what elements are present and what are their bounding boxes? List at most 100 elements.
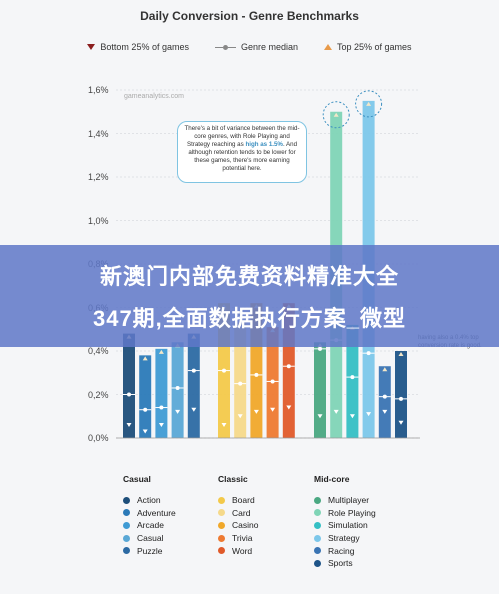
median-marker xyxy=(175,385,180,390)
genre-bar xyxy=(155,348,168,438)
bottom-quartile-marker xyxy=(349,414,355,419)
legend-bottom: Bottom 25% of games xyxy=(87,42,189,52)
top-quartile-marker xyxy=(142,356,148,361)
genre-group-title: Mid-core xyxy=(314,474,350,484)
watermark: gameanalytics.com xyxy=(124,93,184,100)
genre-legend-item: Word xyxy=(218,544,258,557)
bottom-quartile-marker xyxy=(237,414,243,419)
bottom-quartile-marker xyxy=(191,407,197,412)
genre-bar xyxy=(171,342,184,438)
triangle-up-icon xyxy=(324,44,333,50)
median-marker xyxy=(143,407,148,412)
genre-legend-item: Action xyxy=(123,494,176,507)
median-marker xyxy=(270,379,275,384)
median-marker xyxy=(318,346,322,351)
genre-legend-item: Card xyxy=(218,507,258,520)
color-swatch-icon xyxy=(314,534,321,542)
legend-top-label: Top 25% of games xyxy=(337,42,412,52)
y-tick-label: 1,6% xyxy=(88,85,109,95)
bottom-quartile-marker xyxy=(221,422,227,427)
bottom-quartile-marker xyxy=(286,405,292,410)
genre-legend-label: Simulation xyxy=(328,520,368,531)
median-marker xyxy=(222,368,226,373)
median-marker xyxy=(127,392,131,397)
genre-legend-item: Racing xyxy=(314,544,376,557)
color-swatch-icon xyxy=(218,509,225,517)
genre-legend-label: Multiplayer xyxy=(328,495,370,506)
color-swatch-icon xyxy=(123,509,130,517)
color-swatch-icon xyxy=(123,547,130,555)
genre-legend-item: Sports xyxy=(314,557,376,570)
genre-legend-label: Casual xyxy=(137,533,164,544)
genre-legend-item: Arcade xyxy=(123,519,176,532)
highlight-circle xyxy=(322,101,350,129)
y-tick-label: 0,0% xyxy=(88,433,109,443)
color-swatch-icon xyxy=(218,521,225,529)
genre-legend-item: Simulation xyxy=(314,519,376,532)
genre-legend-item: Adventure xyxy=(123,507,176,520)
legend-bottom-label: Bottom 25% of games xyxy=(100,42,189,52)
genre-bar xyxy=(234,322,247,438)
bottom-quartile-marker xyxy=(270,407,276,412)
color-swatch-icon xyxy=(218,496,225,504)
color-swatch-icon xyxy=(218,547,225,555)
y-tick-label: 0,4% xyxy=(88,346,109,356)
median-marker xyxy=(238,381,243,386)
callout-highlight: high as 1.5% xyxy=(245,141,283,148)
bottom-quartile-marker xyxy=(253,409,259,414)
color-swatch-icon xyxy=(314,496,321,504)
genre-legend-item: Strategy xyxy=(314,532,376,545)
median-marker xyxy=(286,364,291,369)
overlay-banner[interactable]: 新澳门内部免费资料精准大全 347期,全面数据执行方案_微型 xyxy=(0,245,499,347)
genre-legend-label: Adventure xyxy=(137,507,176,518)
genre-legend-label: Sports xyxy=(328,558,353,569)
bottom-quartile-marker xyxy=(333,409,339,414)
median-marker xyxy=(366,351,371,356)
color-swatch-icon xyxy=(314,559,321,567)
bottom-quartile-marker xyxy=(398,420,404,425)
genre-legend-item: Multiplayer xyxy=(314,494,376,507)
genre-legend-item: Role Playing xyxy=(314,507,376,520)
bottom-quartile-marker xyxy=(158,422,164,427)
color-swatch-icon xyxy=(314,509,321,517)
legend-median: Genre median xyxy=(214,42,298,52)
genre-legend-label: Action xyxy=(137,495,161,506)
genre-legend-item: Casual xyxy=(123,532,176,545)
genre-bar xyxy=(187,333,200,438)
genre-bar xyxy=(346,324,359,438)
genre-group-title: Classic xyxy=(218,474,248,484)
triangle-down-icon xyxy=(87,44,96,50)
genre-group: Mid-core Multiplayer Role Playing Simulatio… xyxy=(314,474,376,570)
genre-legend: Casual Action Adventure Arcade Casual Puzzle C… xyxy=(0,474,499,594)
bottom-quartile-marker xyxy=(382,409,388,414)
callout-text-post: . And although retention tends to be low… xyxy=(188,141,298,172)
callout-box: There's a bit of variance between the mi… xyxy=(177,121,307,183)
top-legend: Bottom 25% of games Genre median Top 25%… xyxy=(0,42,499,52)
median-marker xyxy=(254,372,259,377)
banner-line-1: 新澳门内部免费资料精准大全 xyxy=(99,264,399,289)
genre-legend-item: Board xyxy=(218,494,258,507)
genre-legend-label: Role Playing xyxy=(328,507,376,518)
median-marker-icon xyxy=(214,44,236,50)
median-marker xyxy=(191,368,196,373)
median-marker xyxy=(382,394,387,399)
legend-top: Top 25% of games xyxy=(324,42,412,52)
genre-bar xyxy=(395,351,407,438)
bottom-quartile-marker xyxy=(317,414,323,419)
genre-legend-label: Card xyxy=(232,507,251,518)
bottom-quartile-marker xyxy=(366,412,372,417)
genre-bar xyxy=(139,355,152,438)
bottom-quartile-marker xyxy=(126,422,132,427)
genre-legend-label: Word xyxy=(232,545,253,556)
y-tick-label: 0,2% xyxy=(88,389,109,400)
genre-group: Classic Board Card Casino Trivia Word xyxy=(218,474,258,557)
color-swatch-icon xyxy=(123,521,130,529)
color-swatch-icon xyxy=(218,534,225,542)
genre-legend-item: Puzzle xyxy=(123,544,176,557)
y-tick-label: 1,0% xyxy=(88,215,109,226)
genre-legend-item: Casino xyxy=(218,519,258,532)
genre-legend-label: Strategy xyxy=(328,533,360,544)
genre-legend-label: Trivia xyxy=(232,533,253,544)
